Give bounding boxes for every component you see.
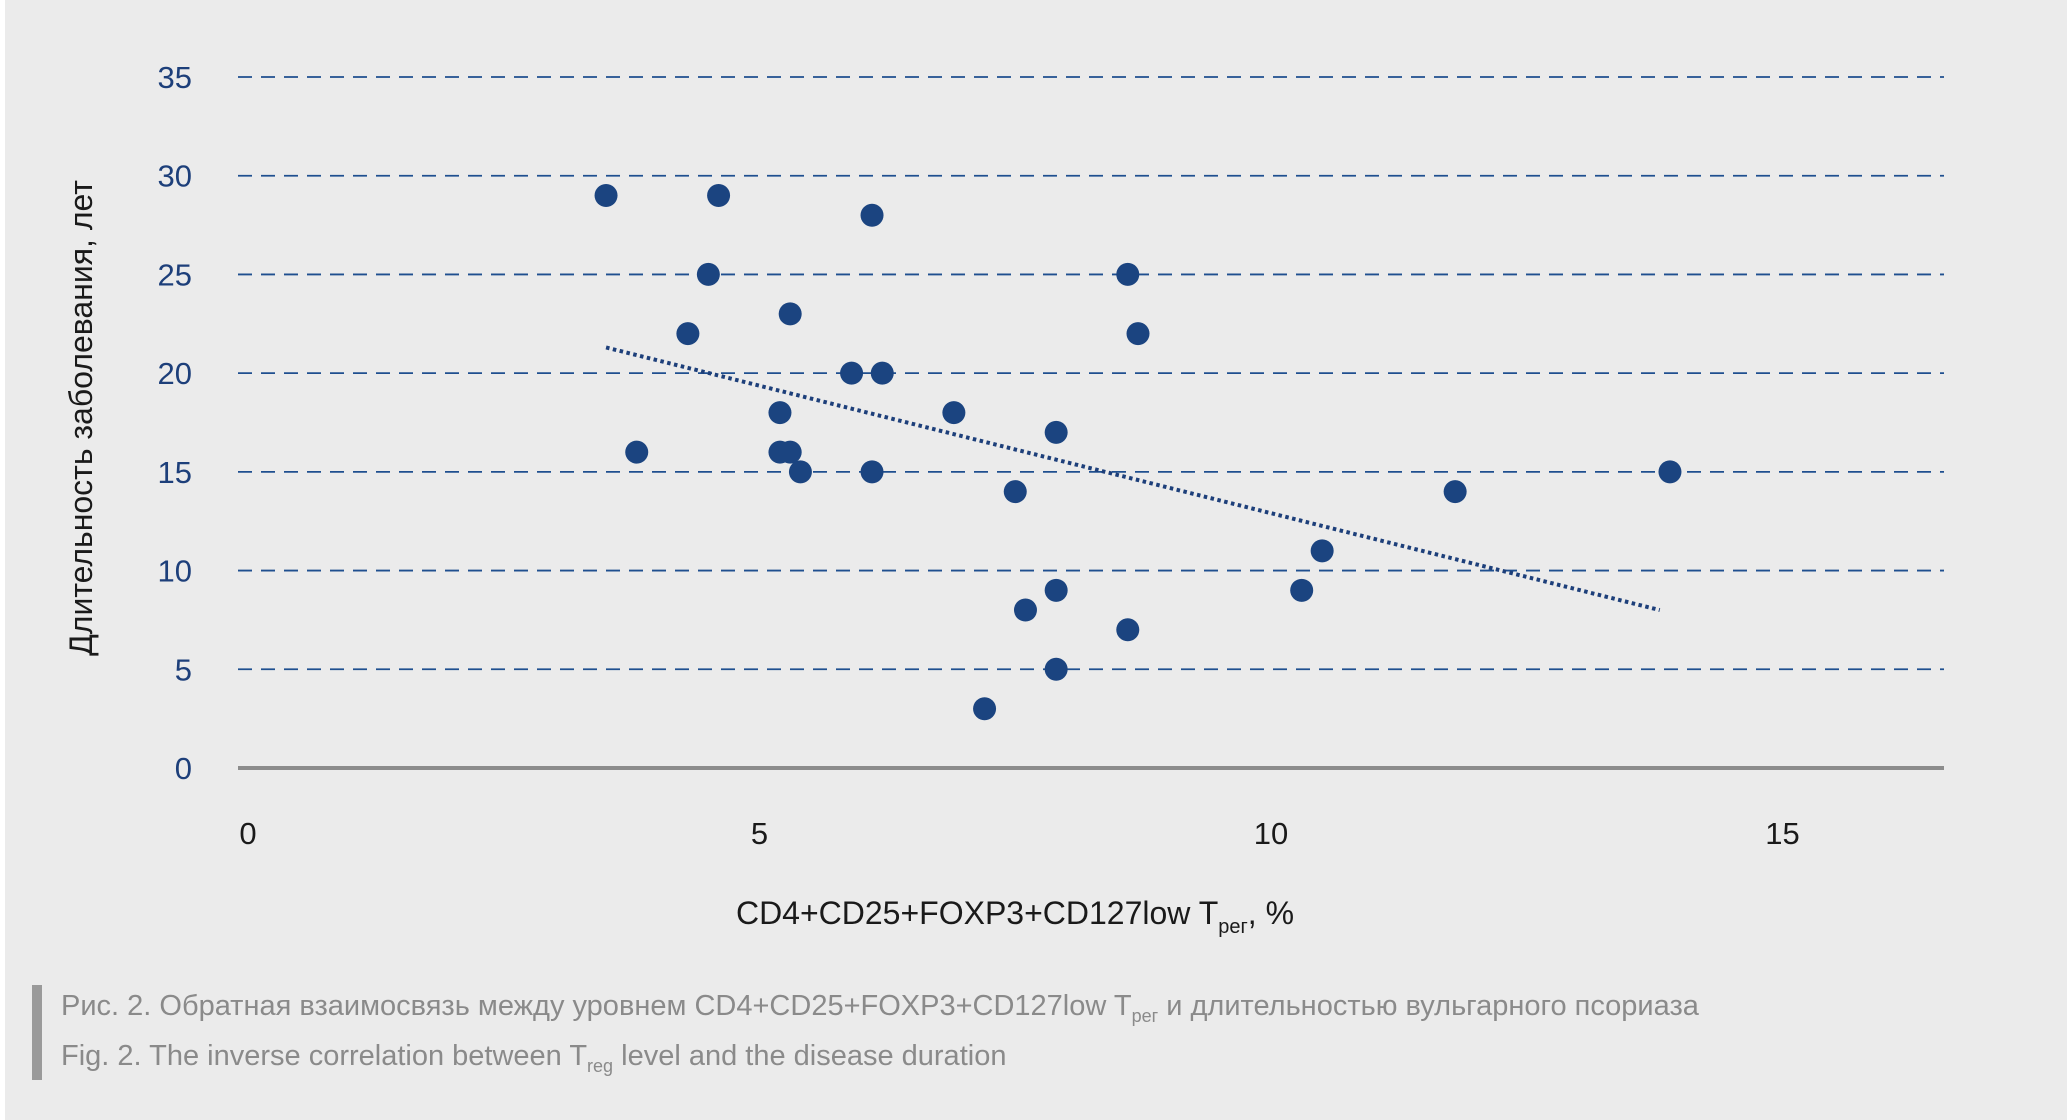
data-point (1290, 578, 1314, 602)
caption-russian: Рис. 2. Обратная взаимосвязь между уровн… (61, 990, 1699, 1027)
data-point (860, 203, 884, 227)
trendline-group (605, 345, 1661, 612)
x-tick-label: 15 (1765, 816, 1799, 851)
x-tick-labels: 0 5 10 15 (239, 816, 1799, 851)
y-tick-label: 10 (158, 554, 192, 589)
y-tick-label: 5 (175, 652, 192, 687)
x-tick-label: 10 (1254, 816, 1288, 851)
trendline (605, 345, 1661, 612)
gridlines (238, 76, 1944, 671)
data-point (1116, 618, 1140, 642)
data-point (870, 361, 894, 385)
caption-english: Fig. 2. The inverse correlation between … (61, 1040, 1006, 1077)
caption-en-text: Fig. 2. The inverse correlation between … (61, 1040, 588, 1072)
x-tick-label: 5 (751, 816, 768, 851)
y-tick-label: 25 (158, 257, 192, 292)
data-point (973, 697, 997, 721)
caption-ru-text: Рис. 2. Обратная взаимосвязь между уровн… (61, 990, 1132, 1022)
data-point (778, 440, 802, 464)
caption-ru-text-end: и длительностью вульгарного псориаза (1158, 990, 1699, 1022)
data-points (594, 183, 1682, 721)
data-point (1310, 539, 1334, 563)
data-point (1116, 262, 1140, 286)
data-point (942, 401, 966, 425)
caption-ru-subscript: рег (1131, 1006, 1159, 1026)
data-point (860, 460, 884, 484)
data-point (1443, 480, 1467, 504)
figure-panel (5, 0, 2067, 1120)
scatter-chart: 0 5 10 15 20 25 30 35 0 5 10 15 Длительность забол… (63, 60, 1944, 938)
data-point (768, 401, 792, 425)
data-point (840, 361, 864, 385)
data-point (1126, 322, 1150, 346)
data-point (625, 440, 649, 464)
data-point (676, 322, 700, 346)
data-point (778, 302, 802, 326)
x-axis-title-subscript: рег (1218, 916, 1248, 938)
caption-en-text-end: level and the disease duration (613, 1040, 1007, 1072)
x-axis-title-suffix: , % (1248, 895, 1294, 931)
y-axis-title: Длительность заболевания, лет (63, 180, 99, 656)
data-point (1658, 460, 1682, 484)
y-tick-label: 15 (158, 455, 192, 490)
data-point (594, 183, 618, 207)
data-point (1044, 578, 1068, 602)
data-point (1003, 480, 1027, 504)
data-point (1044, 420, 1068, 444)
caption-accent-bar (32, 985, 42, 1080)
y-tick-label: 30 (158, 159, 192, 194)
x-axis-title: CD4+CD25+FOXP3+CD127low Tрег, % (736, 895, 1294, 938)
y-tick-label: 35 (158, 60, 192, 95)
y-tick-label: 20 (158, 356, 192, 391)
y-tick-labels: 0 5 10 15 20 25 30 35 (158, 60, 192, 786)
y-tick-label: 0 (175, 751, 192, 786)
data-point (707, 183, 731, 207)
x-axis-title-main: CD4+CD25+FOXP3+CD127low T (736, 895, 1218, 931)
data-point (788, 460, 812, 484)
data-point (1044, 657, 1068, 681)
x-tick-label: 0 (239, 816, 256, 851)
data-point (696, 262, 720, 286)
caption-en-subscript: reg (587, 1056, 614, 1076)
data-point (1013, 598, 1037, 622)
